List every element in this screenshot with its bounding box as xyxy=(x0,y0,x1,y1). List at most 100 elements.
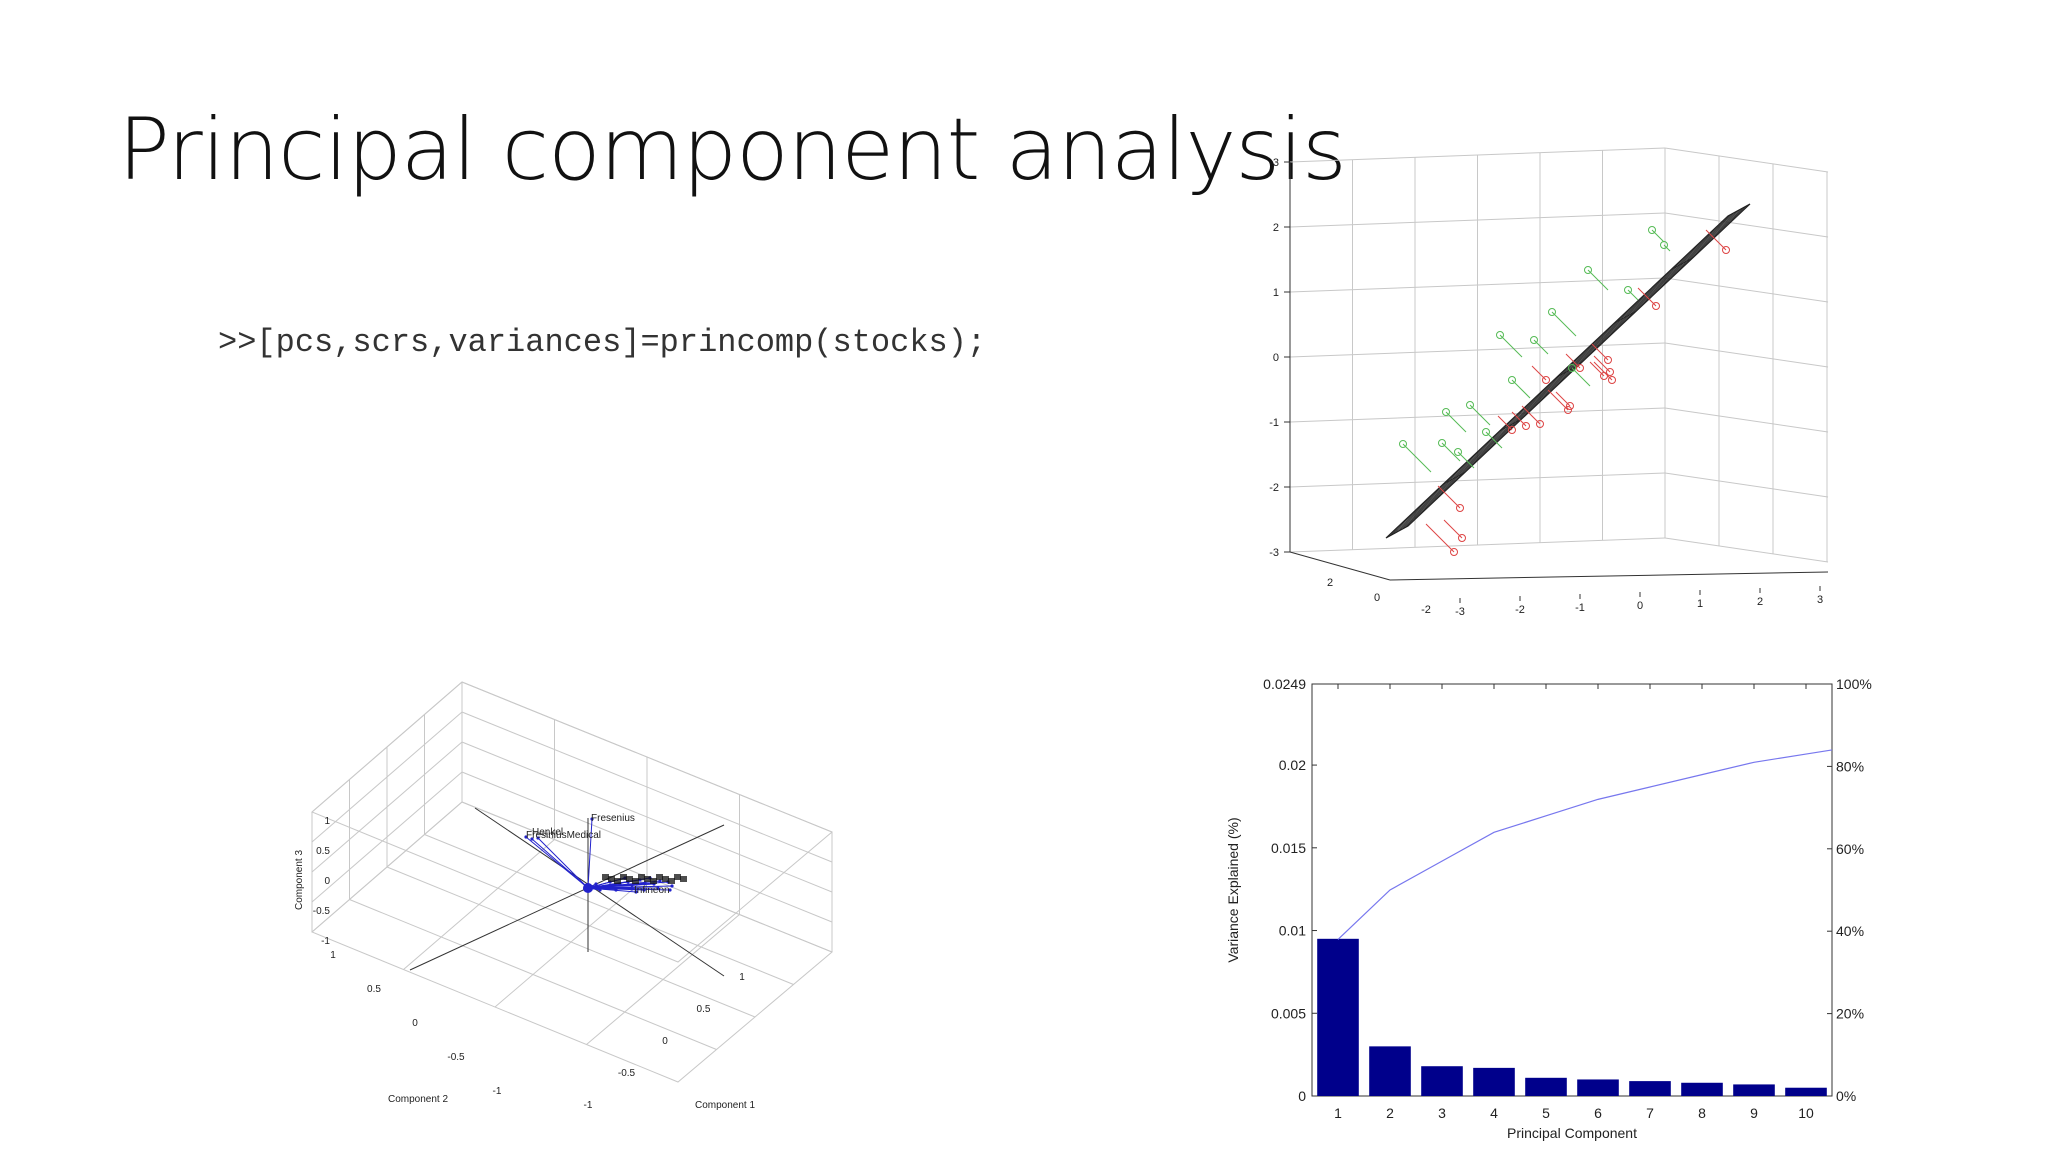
y2-tick-label: 0% xyxy=(1836,1088,1856,1104)
loading-point xyxy=(668,888,672,892)
y-tick-label: -1 xyxy=(493,1086,502,1097)
z-tick-label: 2 xyxy=(1273,222,1279,234)
y-tick-label: 1 xyxy=(330,950,336,961)
loading-vector xyxy=(587,883,621,889)
bar xyxy=(1785,1087,1827,1096)
x-tick-label: 1 xyxy=(1697,598,1703,610)
red-point xyxy=(1542,376,1550,384)
loading-point xyxy=(670,884,674,888)
y-tick-label: 0.015 xyxy=(1271,840,1306,856)
variance-pareto-chart: 0 0.005 0.01 0.015 0.02 0.0249 0% 20% 40% 60% 80% 1… xyxy=(1225,676,1872,1141)
overlap-label-glyph xyxy=(656,874,663,880)
residual-stem xyxy=(1469,404,1491,426)
plane-line xyxy=(1670,257,1694,271)
grid-line xyxy=(1664,472,1829,498)
green-point xyxy=(1454,448,1462,456)
bar xyxy=(1317,938,1359,1096)
x-tick-label: 3 xyxy=(1438,1105,1446,1121)
loading-point xyxy=(524,835,528,839)
x-tick-label: 1 xyxy=(1334,1105,1342,1121)
green-point xyxy=(1584,266,1592,274)
residual-stem xyxy=(1441,442,1461,462)
y-axis-label: Variance Explained (%) xyxy=(1225,817,1241,962)
y2-tick-label: 80% xyxy=(1836,758,1864,774)
loading-point xyxy=(598,888,602,892)
grid-line xyxy=(424,834,794,985)
x-tick-label: 1 xyxy=(739,972,745,983)
code-snippet: >>[pcs,scrs,variances]=princomp(stocks); xyxy=(218,324,987,361)
x-tick-label: -0.5 xyxy=(618,1068,636,1079)
green-point xyxy=(1508,376,1516,384)
z-tick-label: -1 xyxy=(321,936,330,947)
y2-tick-label: 60% xyxy=(1836,841,1864,857)
grid-line xyxy=(586,914,740,1045)
bar xyxy=(1369,1046,1411,1096)
overlap-label-glyph xyxy=(674,874,681,880)
y-tick-label: 2 xyxy=(1327,577,1333,589)
red-point xyxy=(1576,364,1584,372)
pca-biplot-chart: 1 0.5 0 -0.5 -1 Component 3 1 0.5 0 -0.5 -1 Compone… xyxy=(294,681,833,1111)
bar xyxy=(1733,1084,1775,1096)
y-tick-label: -0.5 xyxy=(447,1052,465,1063)
loading-vector xyxy=(587,887,671,891)
green-point xyxy=(1466,401,1474,409)
x-tick-label: 6 xyxy=(1594,1105,1602,1121)
z-tick-label: 3 xyxy=(1273,157,1279,169)
residual-stem xyxy=(1402,443,1432,473)
loading-vector xyxy=(587,818,593,889)
loading-point xyxy=(594,882,598,886)
y-axis-label: Component 2 xyxy=(388,1094,448,1105)
axis-line xyxy=(409,824,725,971)
grid-line xyxy=(1664,147,1829,173)
green-point xyxy=(1438,439,1446,447)
green-point xyxy=(1624,286,1632,294)
y-tick-label: -2 xyxy=(1421,604,1431,616)
loading-point xyxy=(590,817,594,821)
bar xyxy=(1525,1077,1567,1096)
plot-frame xyxy=(1311,683,1833,1097)
bar xyxy=(1629,1081,1671,1096)
overlap-label-glyph xyxy=(632,878,639,884)
loading-vector xyxy=(537,837,589,889)
z-tick-label: -1 xyxy=(1269,417,1279,429)
z-tick-label: -3 xyxy=(1269,547,1279,559)
x-tick-label: 10 xyxy=(1798,1105,1814,1121)
residual-stem xyxy=(1637,287,1657,307)
x-tick-label: -1 xyxy=(1575,602,1585,614)
overlap-label-glyph xyxy=(650,878,657,884)
grid-line xyxy=(1664,212,1829,238)
vector-label: Infineon xyxy=(634,885,670,896)
y-tick-label: 0.01 xyxy=(1279,923,1306,939)
red-point xyxy=(1450,548,1458,556)
residual-stem xyxy=(1437,485,1461,509)
vector-label: Henkel xyxy=(532,827,563,838)
green-point xyxy=(1648,226,1656,234)
bar xyxy=(1421,1066,1463,1096)
x-tick-label: 2 xyxy=(1386,1105,1394,1121)
residual-stem xyxy=(1521,405,1541,425)
x-tick-label: 0.5 xyxy=(697,1004,711,1015)
y-tick-label: 0 xyxy=(412,1018,418,1029)
overlap-label-glyph xyxy=(602,874,609,880)
plane-line xyxy=(1499,418,1523,432)
residual-stem xyxy=(1531,365,1547,381)
residual-stem xyxy=(1705,229,1727,251)
grid-line xyxy=(1664,277,1829,303)
red-point xyxy=(1652,302,1660,310)
z-tick-label: 0 xyxy=(324,876,330,887)
residual-stem xyxy=(1593,361,1613,381)
vector-label: Fresenius xyxy=(591,813,635,824)
green-point xyxy=(1482,428,1490,436)
grid-line xyxy=(386,866,756,1018)
red-point xyxy=(1566,402,1574,410)
red-point xyxy=(1604,356,1612,364)
bar xyxy=(1473,1067,1515,1096)
slide-title: Principal component analysis xyxy=(118,100,1347,200)
x-tick-label: 7 xyxy=(1646,1105,1654,1121)
overlap-label-glyph xyxy=(626,876,633,882)
x-tick-label: 5 xyxy=(1542,1105,1550,1121)
grid-line xyxy=(311,801,833,1083)
y2-tick-label: 100% xyxy=(1836,676,1872,692)
x-tick-label: 9 xyxy=(1750,1105,1758,1121)
residual-stem xyxy=(1555,391,1571,407)
